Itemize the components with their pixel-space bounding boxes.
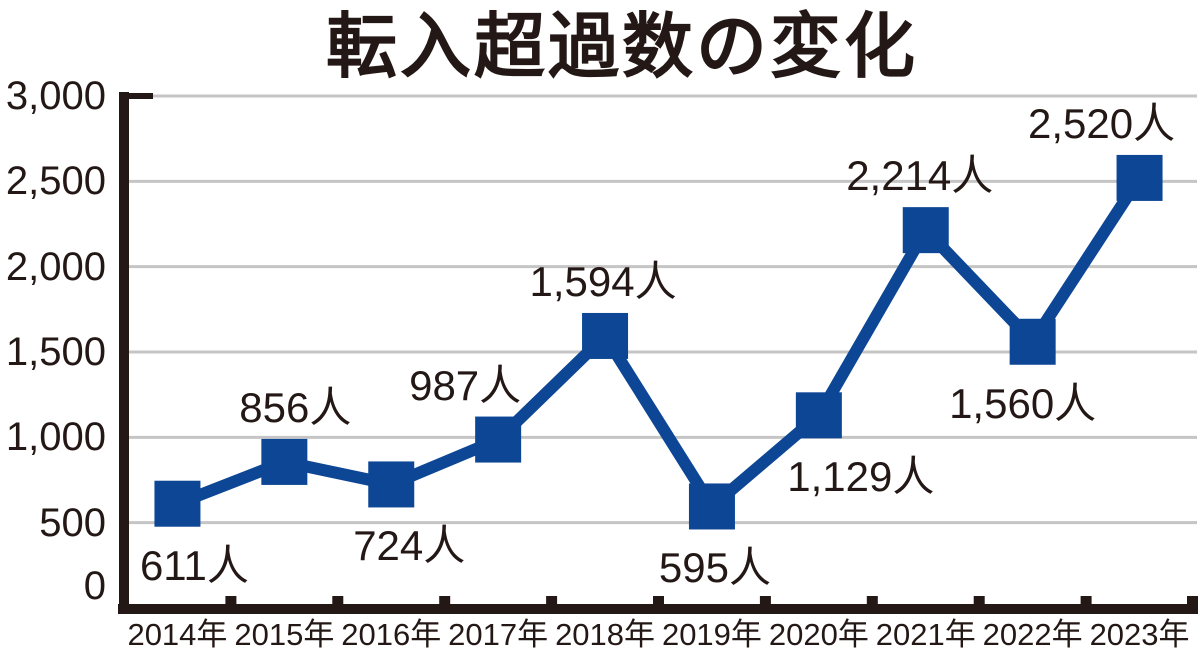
data-point-label: 611人: [139, 541, 249, 589]
data-point-label: 724人: [353, 522, 466, 570]
data-point-label: 2,520人: [1027, 99, 1176, 147]
x-axis-tick-label: 2022年: [982, 617, 1083, 652]
x-axis-tick: [973, 596, 985, 614]
x-axis-tick-label: 2021年: [875, 617, 976, 652]
y-axis-tick-label: 500: [39, 500, 106, 545]
x-axis-tick-label: 2018年: [555, 617, 656, 652]
y-axis-line: [119, 92, 129, 614]
data-point-label: 856人: [239, 383, 352, 431]
x-axis-tick: [546, 596, 558, 614]
data-point-label: 1,560人: [949, 379, 1097, 427]
data-point-label: 987人: [409, 361, 522, 409]
x-axis-tick-label: 2017年: [448, 617, 549, 652]
y-axis-tick-label: 2,500: [5, 159, 106, 204]
x-axis-tick: [332, 596, 344, 614]
y-axis-tick-label: 3,000: [5, 74, 106, 118]
y-axis-tick-label: 1,500: [5, 330, 106, 374]
data-point-marker: [154, 480, 201, 527]
x-axis-tick: [225, 596, 237, 614]
data-point-marker: [1116, 154, 1163, 201]
data-point-marker: [368, 461, 415, 508]
x-axis-end-tick: [1187, 596, 1198, 614]
x-axis-tick-label: 2014年: [127, 617, 228, 652]
x-axis-tick: [439, 596, 451, 614]
x-axis-tick-label: 2019年: [661, 617, 762, 652]
y-axis-tick-label: 2,000: [5, 244, 106, 289]
data-point-marker: [582, 312, 629, 359]
x-axis-tick-label: 2016年: [341, 617, 442, 652]
x-axis-tick: [653, 596, 664, 614]
data-point-marker: [902, 207, 949, 254]
data-point-marker: [795, 392, 842, 439]
x-axis-tick-label: 2023年: [1089, 617, 1190, 652]
x-axis-tick-label: 2020年: [768, 617, 869, 652]
data-point-label: 595人: [658, 544, 771, 592]
x-axis-tick: [1080, 596, 1092, 614]
x-axis-tick-label: 2015年: [234, 617, 335, 652]
x-axis-tick: [866, 596, 878, 614]
x-axis-tick: [759, 596, 771, 614]
data-point-marker: [475, 416, 522, 463]
data-point-label: 2,214人: [846, 152, 994, 200]
y-axis-tick-label: 0: [83, 564, 106, 608]
y-axis-end-tick: [129, 93, 153, 99]
data-point-marker: [1009, 318, 1056, 365]
data-point-marker: [688, 483, 735, 530]
data-line: [175, 174, 1145, 516]
y-axis-tick-label: 1,000: [5, 415, 106, 460]
chart-title: 転入超過数の変化: [325, 8, 919, 87]
data-point-marker: [261, 438, 308, 485]
data-point-label: 1,129人: [787, 453, 935, 501]
data-point-label: 1,594人: [529, 257, 677, 305]
